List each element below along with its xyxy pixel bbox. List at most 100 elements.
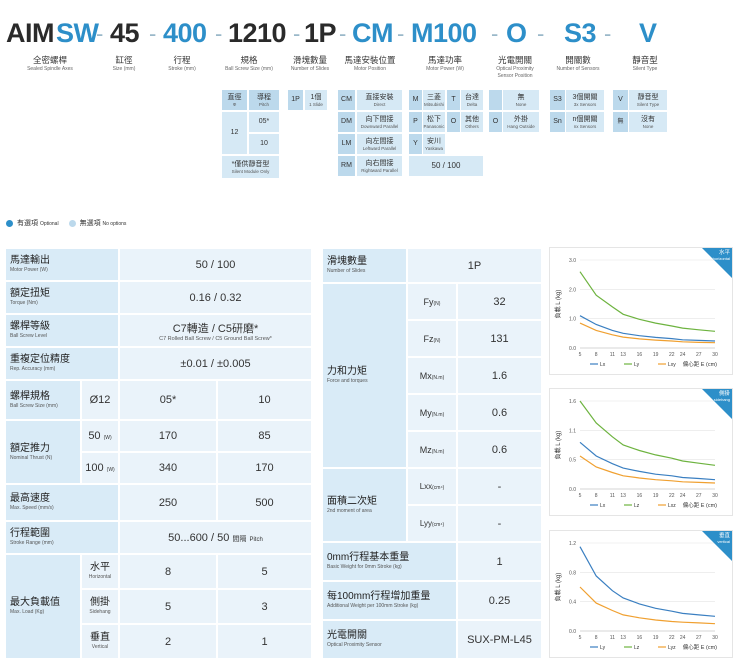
force-value: 0.6	[458, 395, 541, 430]
y-tick-label: 0.8	[569, 570, 576, 576]
y-tick-label: 3.0	[569, 258, 576, 264]
code-dash: -	[397, 21, 404, 46]
label-motor-pos: 馬達安裝位置 Motor Position	[344, 55, 396, 72]
x-tick-label: 11	[610, 493, 615, 499]
y-tick-label: 1.0	[569, 317, 576, 323]
load-type: 側掛 Sidehang	[82, 590, 118, 623]
load-type: 水平 Horizontal	[82, 555, 118, 588]
y-tick-label: 0.4	[569, 600, 576, 606]
series-line-lx	[579, 441, 716, 481]
x-tick-label: 5	[579, 493, 582, 499]
corner-label: 垂直 vertical	[717, 533, 730, 544]
value-motor-power: 50 / 100	[120, 249, 311, 280]
sensor-pos-code: O	[489, 112, 502, 132]
code-dash: -	[339, 21, 346, 46]
row-label-speed: 最高速度 Max. Speed (mm/s)	[6, 485, 118, 520]
row-label-motor-power: 馬達輸出 Motor Power (W)	[6, 249, 118, 280]
y-axis-label: 負載 L (kg)	[554, 431, 562, 460]
legend-entry: Lxy	[668, 362, 676, 368]
corner-badge	[702, 531, 732, 561]
screw-pitch-header: 導程 Pitch	[249, 90, 279, 110]
legend-entry: Lxz	[668, 503, 676, 509]
value-thrust-b: 170	[218, 453, 311, 483]
force-value: 131	[458, 321, 541, 356]
silent-desc: 沒有 None	[629, 112, 667, 132]
code-dash: -	[491, 21, 498, 46]
code-size: 45	[110, 18, 140, 48]
sensor-num-desc: n個開關 nx Sensors	[566, 112, 604, 132]
code-prefix: AIM	[6, 18, 55, 48]
value-load-b: 1	[218, 625, 311, 658]
screw-pitch-10: 10	[249, 134, 279, 154]
x-tick-label: 24	[680, 352, 686, 358]
x-tick-label: 11	[610, 352, 615, 358]
y-tick-label: 0.5	[569, 458, 576, 464]
x-tick-label: 13	[620, 352, 626, 358]
thrust-watt: 100 (W)	[82, 453, 118, 483]
code-motor-power: M100	[411, 18, 477, 48]
x-tick-label: 13	[620, 635, 626, 641]
y-axis-label: 負載 L (kg)	[554, 573, 562, 602]
force-symbol: Mz(N.m)	[408, 432, 456, 467]
silent-code: 無	[613, 112, 628, 132]
brand-code: Y	[409, 134, 422, 154]
x-tick-label: 24	[680, 635, 686, 641]
moment-value: -	[458, 469, 541, 504]
code-screw: 1210	[228, 18, 287, 48]
x-tick-label: 22	[669, 493, 675, 499]
legend-entry: Lx	[600, 503, 606, 509]
row-label-moment: 面積二次矩 2nd moment of area	[323, 469, 406, 541]
x-tick-label: 30	[712, 352, 718, 358]
screw-dia: 12	[222, 112, 247, 154]
x-axis-label: 偏心距 E (cm)	[683, 360, 717, 368]
label-sensor-pos: 光電開關 Optical Proximity Sensor Position	[496, 55, 534, 79]
motor-pos-desc: 向左間接 Leftward Parallel	[357, 134, 402, 154]
x-tick-label: 8	[595, 493, 598, 499]
x-tick-label: 19	[653, 635, 659, 641]
x-tick-label: 19	[653, 352, 659, 358]
force-symbol: Fz(N)	[408, 321, 456, 356]
value-slides: 1P	[408, 249, 541, 282]
sensor-pos-desc: 外掛 Hang Outside	[503, 112, 539, 132]
x-tick-label: 24	[680, 493, 686, 499]
label-sealed-axes: 全密螺桿 Sealed Spindle Axes	[27, 55, 73, 72]
motor-pos-desc: 向右間接 Rightward Parallel	[357, 156, 402, 176]
label-slides: 滑塊數量 Number of Slides	[290, 55, 330, 72]
row-label-thrust: 額定推力 Nominal Thrust (N)	[6, 421, 80, 483]
x-tick-label: 11	[610, 635, 615, 641]
value-screw-b: 10	[218, 381, 311, 419]
force-value: 32	[458, 284, 541, 319]
chart-horizontal: 水平 horizontal 0.0 1.0 2.0 3.0 5 8 11 13 16 19 22 24 2…	[549, 247, 733, 375]
label-stroke: 行程 Stroke (mm)	[168, 55, 196, 72]
code-dash: -	[96, 21, 103, 46]
x-tick-label: 27	[696, 352, 702, 358]
x-axis-label: 偏心距 E (cm)	[683, 643, 717, 651]
series-line-ly	[579, 546, 716, 617]
code-sw: SW	[56, 18, 99, 48]
moment-value: -	[458, 506, 541, 541]
label-silent: 靜音型 Silent Type	[632, 55, 658, 72]
row-label-base-weight: 0mm行程基本重量 Basic Weight for 0mm Stroke (kg…	[323, 543, 456, 580]
code-dash: -	[149, 21, 156, 46]
x-axis-label: 偏心距 E (cm)	[683, 501, 717, 509]
x-tick-label: 13	[620, 493, 626, 499]
label-size: 缸徑 Size (mm)	[112, 55, 136, 72]
model-code: AIM SW - 45 - 400 - 1210 - 1P - CM - M10…	[6, 18, 736, 52]
motor-pos-code: DM	[338, 112, 355, 132]
x-tick-label: 27	[696, 635, 702, 641]
sensor-pos-desc: 無 None	[503, 90, 539, 110]
series-line-lxy	[579, 322, 716, 344]
sensor-num-code: S3	[550, 90, 565, 110]
x-tick-label: 8	[595, 635, 598, 641]
x-tick-label: 30	[712, 493, 718, 499]
value-stroke: 50...600 / 50 間隔 Pitch	[120, 522, 311, 553]
sensor-pos-code	[489, 90, 502, 110]
optional-dot-icon	[6, 219, 13, 227]
brand-code: T	[447, 90, 460, 110]
thrust-watt: 50 (W)	[82, 421, 118, 451]
brand-code: P	[409, 112, 422, 132]
x-tick-label: 22	[669, 635, 675, 641]
motor-pos-desc: 向下間接 Downward Parallel	[357, 112, 402, 132]
chart-vertical: 垂直 vertical 0.0 0.4 0.8 1.2 5 8 11 13 16 19 22 24 27 3…	[549, 530, 733, 658]
corner-label: 側掛 sidehang	[713, 391, 730, 402]
